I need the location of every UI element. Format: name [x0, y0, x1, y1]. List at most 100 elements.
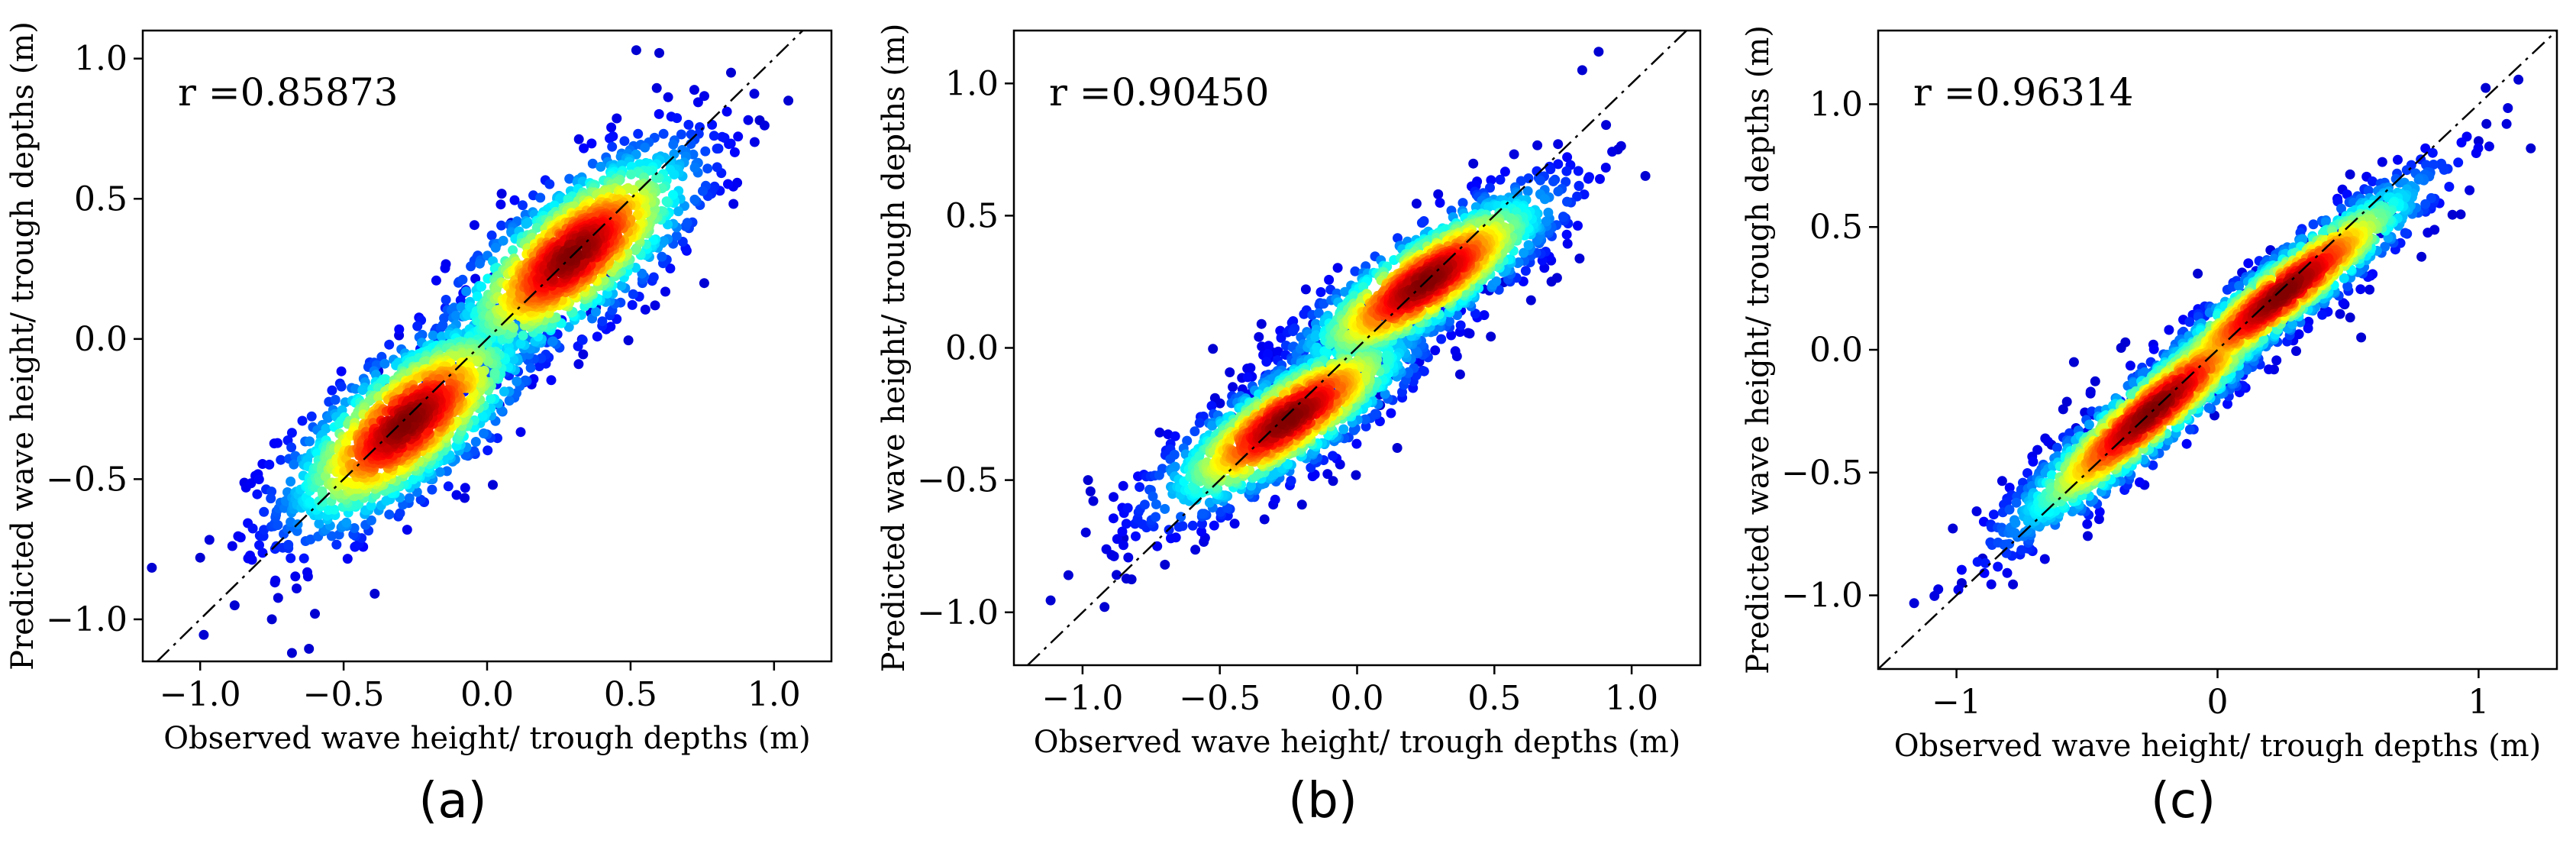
scatter-point — [717, 131, 728, 142]
scatter-point — [450, 310, 461, 321]
scatter-point — [512, 376, 522, 386]
x-axis-label-a: Observed wave height/ trough depths (m) — [163, 721, 810, 756]
scatter-point — [640, 142, 650, 153]
scatter-point — [1386, 408, 1396, 419]
scatter-point — [1450, 346, 1461, 357]
x-tick-label: −0.5 — [303, 675, 385, 714]
scatter-point — [619, 136, 630, 147]
scatter-point — [283, 539, 294, 550]
scatter-point — [633, 128, 644, 139]
scatter-point — [1573, 166, 1583, 176]
scatter-point — [451, 490, 462, 500]
scatter-point — [1332, 263, 1343, 273]
scatter-point — [1209, 520, 1219, 531]
scatter-point — [1286, 476, 1296, 486]
scatter-point — [1245, 363, 1256, 373]
x-tick-label: 0.0 — [460, 675, 514, 714]
scatter-point — [460, 493, 470, 503]
scatter-point — [1151, 512, 1161, 522]
scatter-point — [749, 137, 760, 147]
scatter-point — [661, 196, 672, 207]
scatter-point — [729, 147, 740, 157]
scatter-point — [1109, 492, 1119, 503]
scatter-point — [305, 496, 315, 507]
scatter-point — [483, 445, 493, 456]
scatter-point — [434, 467, 445, 477]
scatter-point — [1121, 574, 1131, 584]
scatter-point — [1595, 173, 1605, 184]
scatter-point — [381, 496, 392, 506]
scatter-point — [1138, 519, 1148, 530]
scatter-point — [590, 306, 601, 317]
scatter-point — [379, 358, 390, 369]
reference-line-a — [156, 30, 804, 662]
scatter-point — [721, 106, 732, 117]
scatter-point — [689, 194, 700, 205]
scatter-points-b — [1045, 47, 1651, 613]
scatter-point — [1553, 139, 1564, 150]
scatter-point — [723, 179, 733, 189]
scatter-point — [330, 395, 341, 405]
scatter-point — [1296, 499, 1307, 510]
scatter-point — [651, 173, 661, 183]
scatter-point — [1324, 274, 1335, 285]
scatter-point — [522, 217, 533, 228]
scatter-point — [327, 385, 337, 396]
scatter-point — [227, 541, 237, 551]
scatter-point — [331, 539, 342, 550]
scatter-point — [612, 113, 622, 124]
scatter-point — [1160, 559, 1170, 570]
scatter-point — [1430, 345, 1441, 356]
scatter-point — [1166, 533, 1176, 544]
scatter-point — [689, 163, 700, 173]
x-tick-label: −1.0 — [160, 675, 241, 714]
scatter-point — [712, 162, 722, 173]
scatter-point — [1351, 470, 1361, 480]
y-tick-label: −1.0 — [46, 600, 128, 639]
scatter-point — [314, 519, 324, 529]
scatter-point — [606, 122, 617, 133]
scatter-point — [651, 82, 662, 93]
scatter-point — [412, 486, 422, 497]
scatter-point — [1169, 449, 1180, 460]
scatter-point — [668, 189, 678, 200]
scatter-point — [1543, 207, 1554, 218]
scatter-point — [534, 361, 544, 372]
scatter-point — [305, 534, 316, 545]
y-tick-label: −0.5 — [46, 460, 128, 499]
scatter-point — [573, 359, 584, 370]
scatter-point — [1118, 480, 1128, 491]
scatter-point — [673, 206, 683, 217]
scatter-point — [310, 609, 320, 619]
scatter-point — [273, 438, 282, 448]
scatter-point — [252, 489, 263, 499]
scatter-point — [1616, 141, 1626, 151]
x-ticks-a: −1.0 −0.5 0.0 0.5 1.0 — [160, 661, 801, 714]
scatter-point — [1548, 176, 1558, 186]
scatter-point — [660, 286, 670, 297]
scatter-point — [259, 506, 270, 517]
scatter-point — [665, 263, 676, 273]
scatter-point — [286, 442, 297, 453]
x-tick-label: 1.0 — [747, 675, 801, 714]
scatter-point — [1532, 140, 1543, 150]
scatter-point — [286, 553, 296, 564]
scatter-point — [1455, 320, 1466, 331]
scatter-point — [563, 322, 574, 332]
scatter-point — [286, 428, 297, 438]
scatter-point — [1242, 372, 1253, 383]
scatter-point — [671, 231, 682, 241]
scatter-point — [1454, 369, 1465, 380]
scatter-point — [1080, 527, 1091, 538]
scatter-point — [626, 169, 636, 179]
scatter-point — [668, 139, 679, 150]
scatter-point — [1577, 65, 1587, 76]
scatter-point — [1370, 409, 1380, 419]
scatter-point — [515, 338, 526, 349]
panel-a: −1.0 −0.5 0.0 0.5 1.0 −1.0−0.50.00.51.0 r =0… — [5, 21, 833, 829]
scatter-point — [597, 316, 608, 327]
scatter-point — [204, 535, 215, 545]
scatter-point — [466, 261, 476, 272]
scatter-point — [266, 493, 276, 504]
